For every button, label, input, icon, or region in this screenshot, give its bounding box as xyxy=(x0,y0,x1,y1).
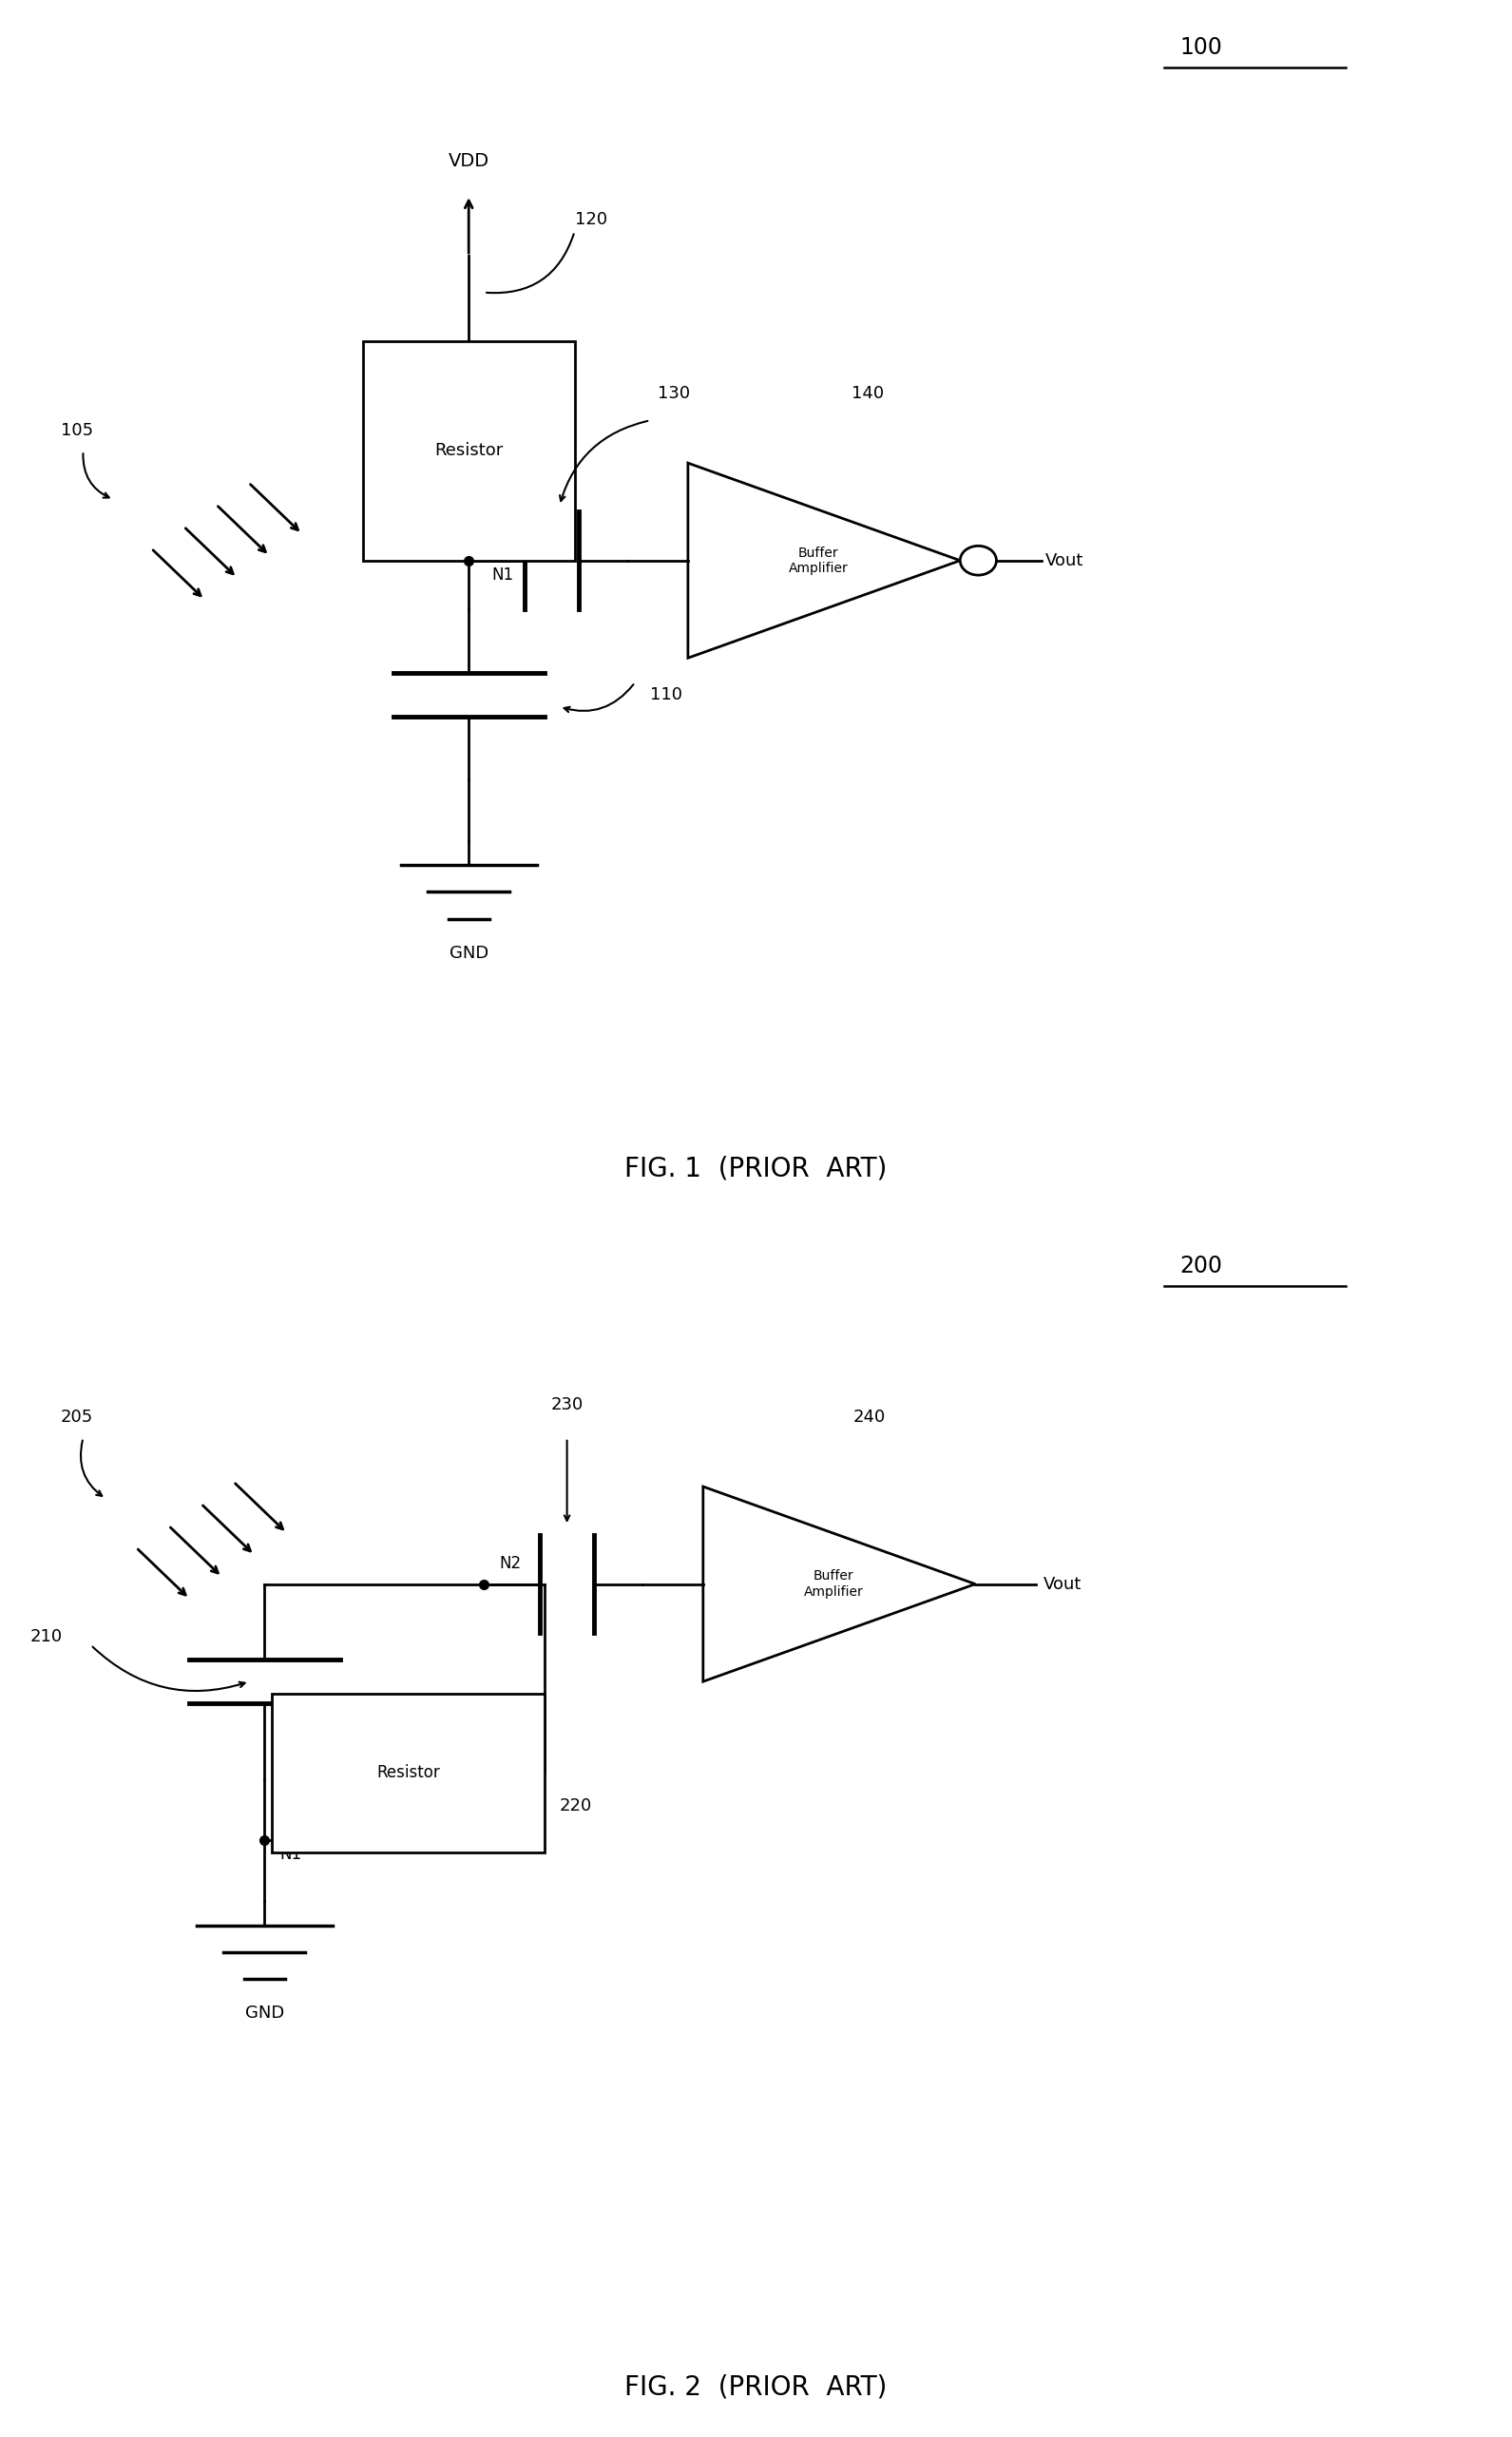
Text: Buffer
Amplifier: Buffer Amplifier xyxy=(789,546,848,575)
Text: VDD: VDD xyxy=(448,154,490,171)
Text: 140: 140 xyxy=(851,385,883,402)
Text: N1: N1 xyxy=(491,568,514,585)
Text: 110: 110 xyxy=(650,685,682,704)
Text: Resistor: Resistor xyxy=(434,441,503,461)
Bar xyxy=(272,1694,544,1852)
Text: 220: 220 xyxy=(559,1799,593,1816)
Bar xyxy=(363,341,575,561)
Text: GND: GND xyxy=(245,2003,284,2023)
Text: 210: 210 xyxy=(30,1628,62,1645)
Text: FIG. 1  (PRIOR  ART): FIG. 1 (PRIOR ART) xyxy=(624,1155,888,1182)
Text: 100: 100 xyxy=(1179,37,1222,58)
Text: Buffer
Amplifier: Buffer Amplifier xyxy=(804,1569,863,1599)
Text: 120: 120 xyxy=(575,210,606,229)
Text: Resistor: Resistor xyxy=(376,1764,440,1781)
Text: N1: N1 xyxy=(280,1847,302,1864)
Text: 205: 205 xyxy=(60,1409,94,1426)
Text: 200: 200 xyxy=(1179,1255,1222,1277)
Text: GND: GND xyxy=(449,943,488,963)
Text: Vout: Vout xyxy=(1043,1574,1081,1594)
Text: Vout: Vout xyxy=(1045,551,1083,570)
Text: FIG. 2  (PRIOR  ART): FIG. 2 (PRIOR ART) xyxy=(624,2374,888,2400)
Text: 240: 240 xyxy=(853,1409,886,1426)
Text: 230: 230 xyxy=(550,1396,584,1413)
Text: 130: 130 xyxy=(658,385,689,402)
Text: N2: N2 xyxy=(499,1555,522,1572)
Text: 105: 105 xyxy=(60,422,92,439)
